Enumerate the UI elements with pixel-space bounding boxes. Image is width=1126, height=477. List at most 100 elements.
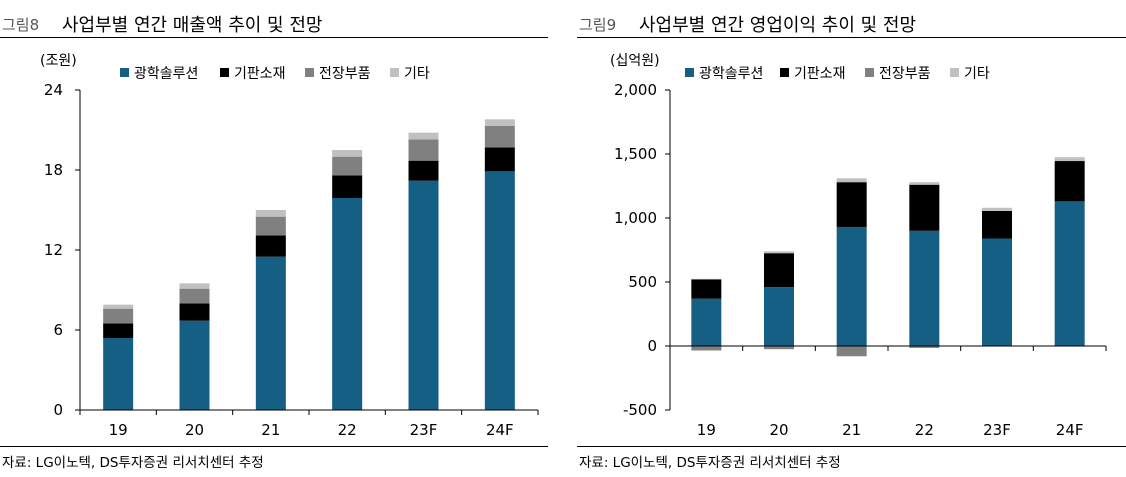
y-tick-label: 6	[53, 321, 63, 339]
legend-swatch	[865, 68, 874, 77]
bar-segment	[332, 156, 363, 176]
bar-segment	[332, 175, 363, 198]
y-tick-label: 18	[44, 161, 63, 179]
bar-segment	[982, 210, 1012, 239]
bar-segment	[982, 207, 1012, 211]
x-tick-label: 23F	[410, 421, 438, 439]
bar-segment	[255, 256, 286, 410]
bar-segment	[484, 119, 515, 126]
bar-segment	[255, 216, 286, 236]
bottom-rule	[0, 446, 548, 447]
bar-segment	[179, 320, 210, 410]
legend-swatch	[305, 68, 314, 77]
x-tick-label: 21	[261, 421, 280, 439]
y-tick-label: 12	[44, 241, 63, 259]
legend-label: 광학솔루션	[699, 66, 763, 82]
legend-label: 광학솔루션	[134, 66, 198, 82]
x-tick-label: 19	[109, 421, 128, 439]
x-tick-label: 21	[842, 421, 861, 439]
bar-segment	[103, 308, 134, 324]
operating-profit-chart-panel: 그림9 사업부별 연간 영업이익 추이 및 전망 (십억원) 광학솔루션 기판소재 전…	[577, 0, 1126, 477]
bar-segment	[179, 288, 210, 304]
bar-segment	[909, 346, 940, 348]
x-tick-label: 23F	[983, 421, 1011, 439]
source-note: 자료: LG이노텍, DS투자증권 리서치센터 추정	[2, 455, 264, 471]
legend-label: 전장부품	[879, 66, 931, 82]
bar-segment	[103, 338, 134, 410]
bar-segment	[484, 171, 515, 410]
legend-swatch	[120, 68, 129, 77]
legend-label: 전장부품	[319, 66, 371, 82]
legend-label: 기타	[404, 66, 430, 82]
legend-swatch	[390, 68, 399, 77]
y-tick-label: 1,000	[614, 209, 657, 227]
bar-segment	[691, 298, 722, 346]
chart-title-row: 그림9 사업부별 연간 영업이익 추이 및 전망	[577, 6, 1126, 38]
y-tick-label: 500	[628, 273, 657, 291]
chart-title: 사업부별 연간 매출액 추이 및 전망	[62, 15, 323, 36]
x-tick-label: 20	[185, 421, 204, 439]
bar-segment	[691, 278, 722, 280]
bar-segment	[764, 346, 794, 350]
bar-segment	[1054, 161, 1085, 202]
unit-label: (조원)	[40, 53, 77, 69]
legend-swatch	[950, 68, 959, 77]
unit-label: (십억원)	[610, 53, 660, 69]
x-tick-label: 19	[697, 421, 716, 439]
bar-segment	[764, 251, 794, 254]
figure-label: 그림9	[579, 16, 617, 34]
bar-segment	[103, 323, 134, 338]
chart-title-row: 그림8 사업부별 연간 매출액 추이 및 전망	[0, 6, 548, 38]
legend-label: 기판소재	[794, 66, 846, 82]
legend-swatch	[220, 68, 229, 77]
y-tick-label: 0	[647, 337, 657, 355]
revenue-chart-panel: 그림8 사업부별 연간 매출액 추이 및 전망 (조원) 광학솔루션 기판소재 전장부…	[0, 0, 548, 477]
bar-segment	[484, 147, 515, 172]
bar-segment	[764, 287, 794, 346]
bar-segment	[103, 304, 134, 309]
legend-label: 기타	[964, 66, 990, 82]
bar-segment	[982, 238, 1012, 346]
revenue-stacked-bar-chart: (조원) 광학솔루션 기판소재 전장부품 기타 0 6 12 18 24 19 20 21 22 23F 24…	[40, 53, 539, 439]
bar-segment	[764, 253, 794, 288]
x-tick-label: 20	[769, 421, 788, 439]
bar-segment	[1054, 157, 1085, 162]
bar-segment	[691, 279, 722, 299]
y-tick-label: 2,000	[614, 81, 657, 99]
bar-segment	[179, 303, 210, 321]
bar-segment	[179, 283, 210, 289]
bar-segment	[909, 182, 940, 185]
bar-segment	[909, 230, 940, 346]
chart-title: 사업부별 연간 영업이익 추이 및 전망	[639, 15, 917, 36]
bar-segment	[836, 226, 867, 346]
x-tick-label: 22	[915, 421, 934, 439]
x-tick-label: 24F	[486, 421, 514, 439]
y-tick-label: 1,500	[614, 145, 657, 163]
bar-segment	[408, 132, 439, 140]
bar-segment	[255, 210, 286, 217]
x-tick-label: 22	[338, 421, 357, 439]
bar-segment	[909, 184, 940, 231]
operating-profit-stacked-bar-chart: (십억원) 광학솔루션 기판소재 전장부품 기타 -500 0 500 1,000 1,500 2,…	[610, 53, 1107, 439]
bar-segment	[408, 160, 439, 181]
x-tick-label: 24F	[1056, 421, 1084, 439]
bar-segment	[836, 182, 867, 227]
bar-segment	[408, 139, 439, 161]
y-tick-label: 0	[53, 401, 63, 419]
y-tick-label: -500	[623, 401, 657, 419]
source-note: 자료: LG이노텍, DS투자증권 리서치센터 추정	[579, 455, 841, 471]
bar-segment	[1054, 201, 1085, 346]
bar-segment	[332, 198, 363, 410]
figure-label: 그림8	[2, 16, 40, 34]
bar-segment	[836, 346, 867, 357]
bar-segment	[255, 235, 286, 257]
bar-segment	[691, 346, 722, 351]
bar-segment	[484, 126, 515, 148]
legend-label: 기판소재	[234, 66, 286, 82]
bar-segment	[332, 150, 363, 157]
bar-segment	[408, 180, 439, 410]
bottom-rule	[577, 446, 1126, 447]
legend-swatch	[780, 68, 789, 77]
legend-swatch	[685, 68, 694, 77]
bar-segment	[836, 178, 867, 183]
